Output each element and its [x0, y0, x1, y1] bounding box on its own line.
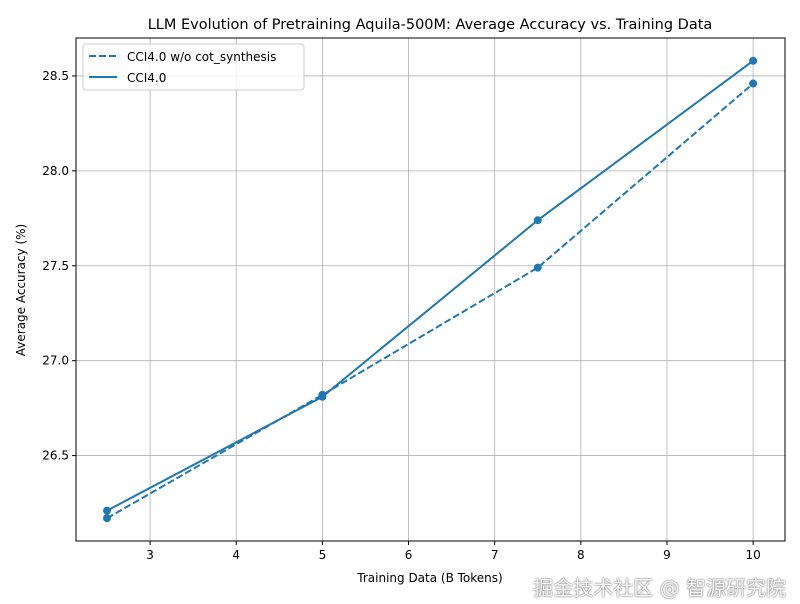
- x-tick-label: 9: [663, 548, 671, 562]
- ticks: 3 4 5 6 7 8 9 10 26.5 27.0 27.5 28.0 28.5: [42, 69, 760, 562]
- y-tick-label: 27.5: [42, 259, 69, 273]
- watermark: 掘金技术社区 @ 智源研究院: [533, 576, 786, 600]
- y-tick-label: 27.0: [42, 354, 69, 368]
- x-axis-label: Training Data (B Tokens): [356, 571, 502, 585]
- grid: [76, 38, 785, 541]
- x-tick-label: 4: [232, 548, 240, 562]
- data-point: [318, 392, 327, 401]
- y-tick-label: 26.5: [42, 449, 69, 463]
- legend-label: CCI4.0 w/o cot_synthesis: [127, 50, 276, 64]
- data-point: [103, 514, 112, 523]
- y-axis-label: Average Accuracy (%): [14, 224, 28, 356]
- data-point: [533, 263, 542, 272]
- data-point: [749, 56, 758, 65]
- series-line-0: [106, 82, 754, 520]
- y-tick-label: 28.0: [42, 164, 69, 178]
- series: [103, 56, 758, 523]
- plot-frame: [75, 37, 786, 542]
- x-tick-label: 3: [146, 548, 154, 562]
- x-tick-label: 5: [319, 548, 327, 562]
- data-point: [749, 79, 758, 88]
- legend-label: CCI4.0: [127, 71, 166, 85]
- legend: CCI4.0 w/o cot_synthesis CCI4.0: [82, 43, 305, 91]
- x-tick-label: 8: [577, 548, 585, 562]
- x-tick-label: 10: [745, 548, 760, 562]
- x-tick-label: 6: [405, 548, 413, 562]
- chart-title: LLM Evolution of Pretraining Aquila-500M…: [148, 17, 713, 33]
- data-point: [533, 216, 542, 225]
- x-tick-label: 7: [491, 548, 499, 562]
- y-tick-label: 28.5: [42, 69, 69, 83]
- series-line-1: [106, 59, 754, 512]
- data-point: [103, 506, 112, 515]
